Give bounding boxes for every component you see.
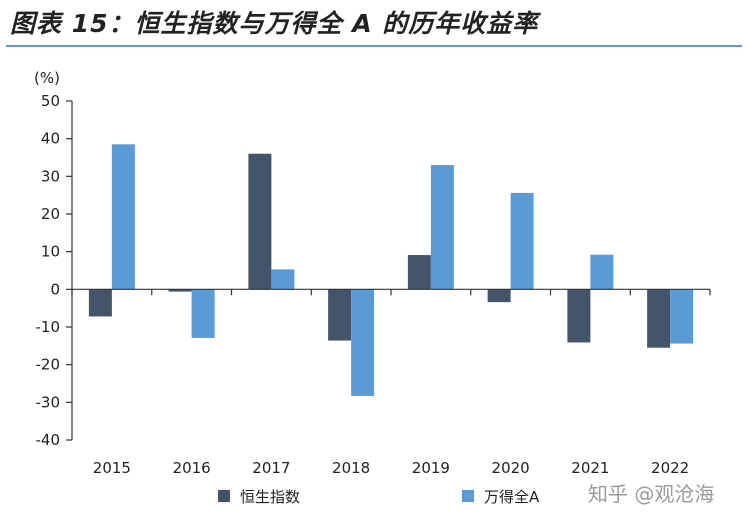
y-tick-label: 30	[41, 167, 60, 185]
x-tick-label: 2019	[412, 459, 450, 477]
watermark: 知乎 @观沧海	[588, 482, 715, 506]
x-tick-label: 2016	[173, 459, 211, 477]
chart-title: 图表 15：恒生指数与万得全 A 的历年收益率	[10, 9, 539, 38]
bar-wind-a-2018	[351, 289, 375, 396]
x-tick-label: 2018	[332, 459, 370, 477]
bar-wind-a-2015	[111, 144, 135, 290]
y-axis: -40 -30 -20 -10 0 10 20 30 40 50	[36, 92, 73, 449]
bars	[88, 144, 694, 396]
bar-hsi-2015	[88, 289, 112, 317]
legend-label: 恒生指数	[240, 488, 300, 506]
bar-hsi-2020	[487, 289, 511, 303]
bar-hsi-2021	[567, 289, 591, 343]
bar-wind-a-2021	[590, 254, 614, 290]
bar-wind-a-2019	[430, 165, 454, 290]
bar-wind-a-2020	[510, 192, 534, 290]
bar-hsi-2022	[647, 289, 671, 348]
x-tick-label: 2022	[651, 459, 689, 477]
legend-swatch	[218, 490, 230, 502]
bar-wind-a-2022	[670, 289, 694, 344]
legend: 恒生指数 万得全A	[218, 488, 540, 506]
y-tick-label: -30	[36, 393, 61, 411]
bar-wind-a-2017	[271, 269, 295, 290]
y-unit-label: (%)	[34, 69, 60, 87]
bar-hsi-2016	[168, 289, 192, 292]
x-tick-label: 2017	[252, 459, 290, 477]
x-tick-label: 2020	[492, 459, 530, 477]
x-tick-label: 2015	[93, 459, 131, 477]
y-tick-label: -10	[36, 318, 61, 336]
bar-hsi-2017	[248, 153, 272, 290]
title-divider	[6, 45, 742, 47]
y-tick-label: -20	[36, 356, 61, 374]
y-tick-label: 20	[41, 205, 60, 223]
bar-hsi-2018	[328, 289, 352, 341]
y-tick-label: 50	[41, 92, 60, 110]
bar-wind-a-2016	[191, 289, 215, 338]
y-tick-label: 0	[50, 280, 60, 298]
x-axis: 2015 2016 2017 2018 2019 2020 2021 2022	[71, 288, 711, 477]
legend-swatch	[462, 490, 474, 502]
y-tick-label: 10	[41, 243, 60, 261]
x-tick-label: 2021	[571, 459, 609, 477]
bar-hsi-2019	[407, 255, 431, 290]
y-tick-label: -40	[36, 431, 61, 449]
y-tick-label: 40	[41, 130, 60, 148]
legend-label: 万得全A	[484, 488, 540, 506]
